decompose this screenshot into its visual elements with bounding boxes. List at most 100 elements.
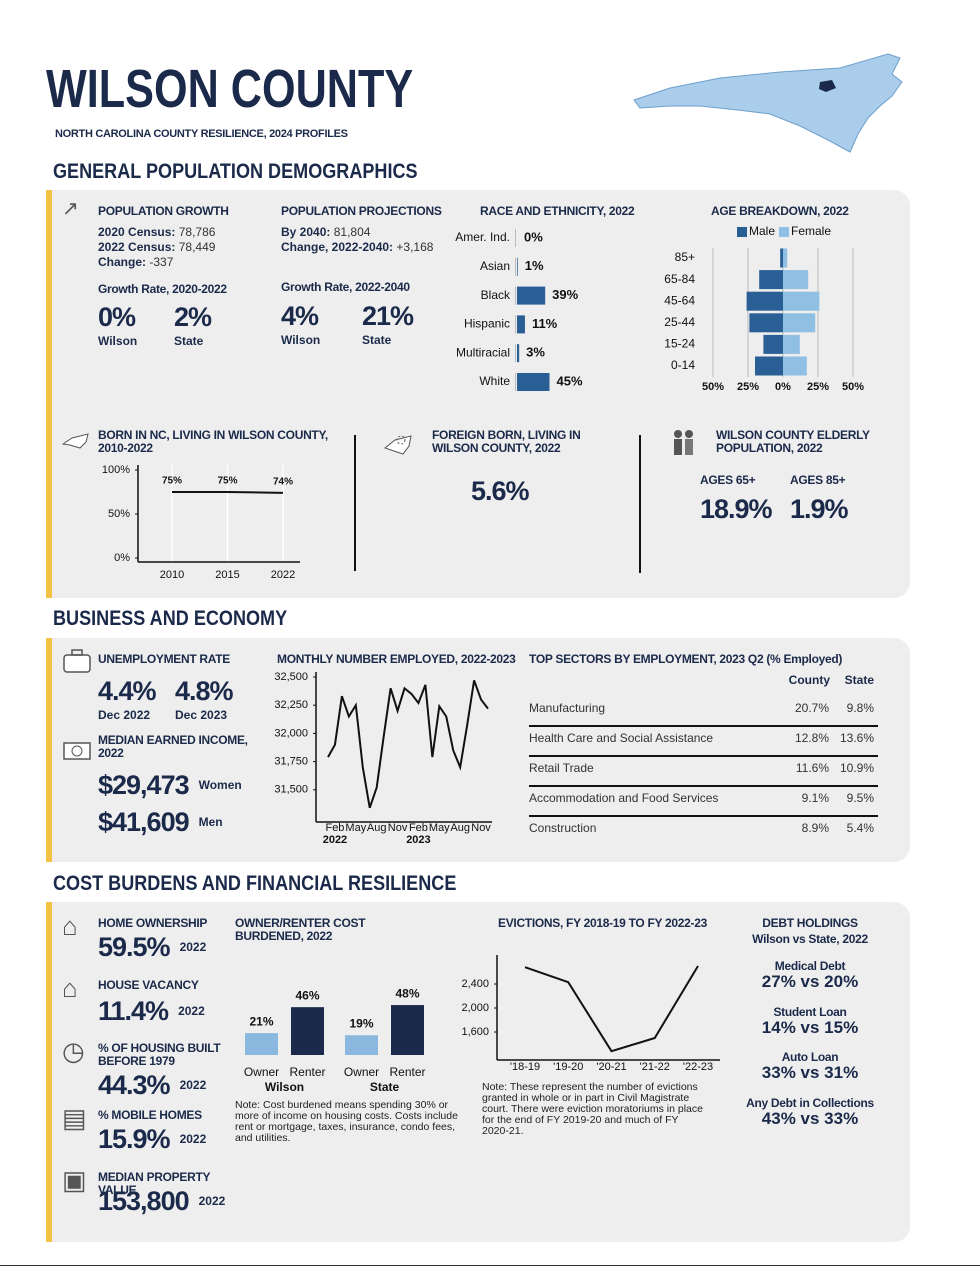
cell: 9.8%	[846, 701, 874, 715]
y-tick-label: 0%	[114, 552, 130, 564]
panel	[46, 902, 910, 1242]
stat-value: $41,609	[98, 807, 190, 837]
subtitle: NORTH CAROLINA COUNTY RESILIENCE, 2024 P…	[55, 128, 348, 140]
bar-label: Owner	[244, 1065, 279, 1079]
rate-title: Growth Rate, 2020-2022	[98, 282, 227, 296]
stat-label: Dec 2023	[175, 708, 228, 722]
stat-value: 44.3%	[98, 1070, 171, 1100]
bar	[783, 334, 800, 354]
legend-swatch	[779, 227, 789, 237]
rate-label: State	[174, 334, 204, 348]
year-label: 2023	[406, 834, 430, 846]
value: +3,168	[396, 240, 434, 254]
x-tick-label: 25%	[737, 381, 759, 393]
category-label: 65-84	[664, 272, 695, 286]
line	[172, 491, 284, 494]
value: -337	[149, 255, 174, 269]
stat-year: 2022	[179, 1078, 207, 1092]
bar	[391, 1005, 424, 1055]
foreign-title: FOREIGN BORN, LIVING IN WILSON COUNTY, 2…	[432, 428, 581, 455]
row-rule	[529, 725, 878, 727]
panel	[46, 638, 910, 862]
axis-tick	[515, 315, 516, 334]
stat-icon: ⌂	[62, 911, 78, 941]
bar	[780, 248, 783, 268]
cell: 20.7%	[794, 701, 829, 715]
x-tick-label: 2015	[215, 569, 239, 581]
value-label: 74%	[273, 477, 293, 488]
bar	[763, 334, 783, 354]
y-tick-label: 2,400	[461, 978, 489, 990]
stat-title: HOME OWNERSHIP	[98, 916, 208, 930]
rate-value: 4%	[281, 301, 319, 331]
chart-title: RACE AND ETHNICITY, 2022	[480, 204, 635, 218]
footer-rule	[0, 1265, 980, 1266]
bar	[783, 291, 820, 311]
row-name: Construction	[529, 821, 597, 835]
line: Change: -337	[98, 255, 215, 270]
stat-icon: ⌂	[62, 973, 78, 1003]
unemployment-title: UNEMPLOYMENT RATE	[98, 652, 231, 666]
stat-label: AGES 65+	[700, 473, 756, 487]
value-label: 0%	[524, 229, 543, 244]
x-tick-label: May	[429, 822, 450, 834]
divider	[354, 435, 356, 571]
y-tick-label: 32,000	[274, 727, 308, 739]
bar	[517, 286, 546, 305]
bar	[517, 344, 520, 363]
stat-year: 2022	[178, 1004, 205, 1018]
bar-label: Renter	[289, 1065, 325, 1079]
value: 81,804	[333, 225, 371, 239]
x-tick-label: 0%	[775, 381, 791, 393]
elderly-title: WILSON COUNTY ELDERLY POPULATION, 2022	[716, 428, 870, 455]
category-label: 85+	[675, 250, 695, 264]
briefcase-icon	[63, 649, 91, 673]
stat-value: 18.9%	[700, 494, 773, 524]
rate-value: 21%	[362, 301, 414, 331]
note: Note: Cost burdened means spending 30% o…	[235, 1099, 458, 1144]
x-tick-label: '21-22	[640, 1061, 670, 1073]
bar	[345, 1035, 378, 1055]
value-label: 46%	[295, 988, 319, 1002]
rate-label: State	[362, 333, 392, 347]
value-label: 21%	[249, 1014, 273, 1028]
debt-label: Auto Loan	[781, 1050, 839, 1064]
label: 2022 Census:	[98, 240, 176, 254]
y-tick-label: 50%	[108, 508, 130, 520]
legend-label: Female	[791, 224, 831, 238]
debt-value: 27% vs 20%	[761, 972, 859, 991]
x-tick-label: 50%	[702, 381, 724, 393]
debt-label: Student Loan	[773, 1004, 847, 1019]
label: Change:	[98, 255, 146, 269]
label: By 2040:	[281, 225, 331, 239]
row-name: Manufacturing	[529, 701, 606, 715]
x-tick-label: Nov	[471, 822, 491, 834]
row-rule	[529, 785, 878, 787]
income-row: $29,473 Women	[98, 770, 242, 800]
category-label: Black	[481, 288, 511, 302]
stat-label: Men	[198, 815, 223, 829]
income-title: MEDIAN EARNED INCOME, 2022	[98, 733, 248, 760]
bar	[245, 1033, 278, 1055]
x-tick-label: 2022	[271, 569, 295, 581]
stat-year: 2022	[179, 1132, 207, 1146]
stat-title: % MOBILE HOMES	[98, 1108, 202, 1122]
line	[327, 680, 489, 809]
x-tick-label: '19-20	[553, 1061, 583, 1073]
projections-title: POPULATION PROJECTIONS	[281, 204, 442, 218]
panel	[46, 190, 910, 598]
row-rule	[529, 815, 878, 817]
bar-label: Owner	[344, 1065, 379, 1079]
bar	[517, 315, 525, 334]
debt-value: 43% vs 33%	[761, 1108, 859, 1128]
stat-icon: ▣	[62, 1165, 87, 1195]
row-rule	[529, 755, 878, 757]
debt-label: Any Debt in Collections	[746, 1095, 874, 1110]
section-heading: GENERAL POPULATION DEMOGRAPHICS	[53, 160, 418, 183]
stat-row: 15.9% 2022	[98, 1124, 206, 1154]
bar	[783, 356, 807, 376]
line: 2022 Census: 78,449	[98, 240, 215, 255]
nc-map	[633, 53, 903, 153]
bar	[291, 1007, 324, 1055]
year-label: 2022	[323, 834, 347, 846]
